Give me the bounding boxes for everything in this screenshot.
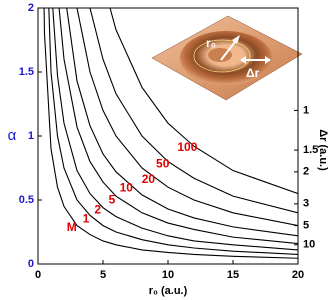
y2-axis-label: Δr (a.u.) bbox=[317, 129, 329, 171]
series-label: 100 bbox=[177, 140, 197, 154]
y-axis-label: α bbox=[8, 127, 17, 144]
x-axis-label: r₀ (a.u.) bbox=[149, 285, 188, 297]
inset: r₀ Δr bbox=[151, 15, 303, 101]
inset-ring-line bbox=[193, 39, 251, 73]
series-line bbox=[43, 8, 298, 259]
y2-tick-label: 1 bbox=[303, 104, 309, 116]
y-tick-label: 1 bbox=[28, 130, 34, 142]
y-tick-label: 0 bbox=[28, 258, 34, 270]
y2-tick-label: 1.5 bbox=[303, 144, 318, 156]
y2-tick-label: 5 bbox=[303, 220, 309, 232]
series-label: M bbox=[67, 220, 77, 234]
inset-arrowhead bbox=[240, 56, 246, 64]
series-label: 1 bbox=[83, 212, 90, 226]
series-label: 50 bbox=[156, 156, 170, 170]
series-line bbox=[66, 8, 298, 237]
y-tick-label: 2 bbox=[28, 2, 34, 14]
x-tick-label: 15 bbox=[227, 269, 239, 281]
x-tick-label: 5 bbox=[100, 269, 106, 281]
series-label: 10 bbox=[120, 181, 134, 195]
series-label: 20 bbox=[142, 172, 156, 186]
inset-label: r₀ bbox=[206, 36, 216, 50]
x-tick-label: 20 bbox=[292, 269, 304, 281]
y-tick-label: 1.5 bbox=[19, 66, 34, 78]
series-label: 2 bbox=[94, 202, 101, 216]
inset-hole bbox=[208, 48, 232, 62]
inset-label: Δr bbox=[246, 66, 260, 80]
series-line bbox=[58, 8, 298, 245]
y2-tick-label: 10 bbox=[303, 239, 315, 251]
x-tick-label: 10 bbox=[162, 269, 174, 281]
series-line bbox=[52, 8, 298, 251]
plot-lines bbox=[43, 8, 298, 259]
inset-arrowhead bbox=[265, 56, 271, 64]
y2-tick-label: 3 bbox=[303, 198, 309, 210]
series-line bbox=[109, 8, 298, 195]
series-line bbox=[76, 8, 298, 227]
series-line bbox=[89, 8, 298, 214]
inset-arrowhead bbox=[232, 35, 240, 44]
y2-tick-label: 2 bbox=[303, 166, 309, 178]
x-tick-label: 0 bbox=[35, 269, 41, 281]
y-tick-label: 0.5 bbox=[19, 194, 34, 206]
series-label: 5 bbox=[109, 192, 116, 206]
series-line bbox=[48, 8, 298, 255]
